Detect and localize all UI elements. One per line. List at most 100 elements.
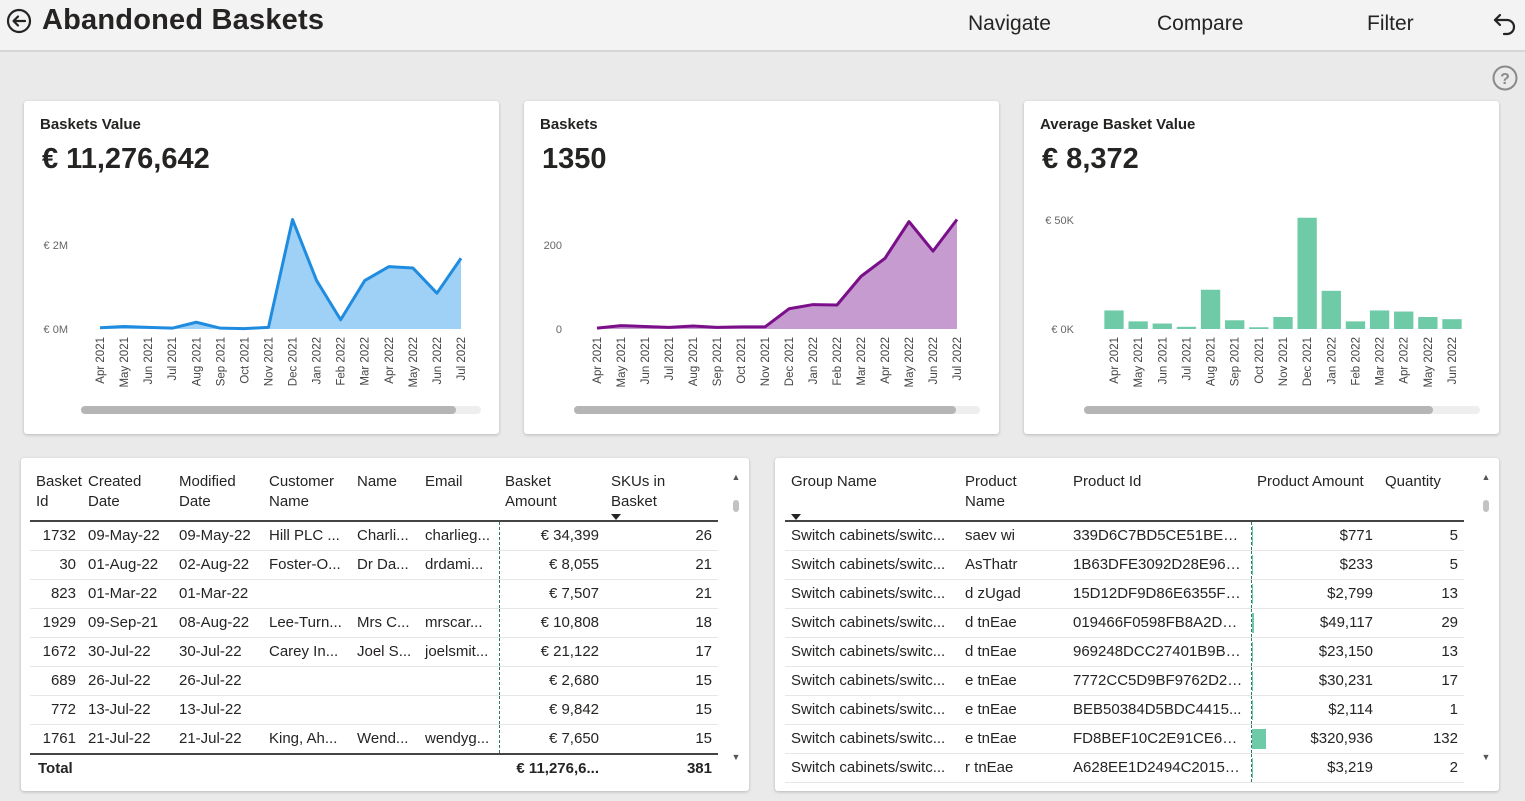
scroll-up-icon[interactable]: ▲ <box>1481 472 1491 482</box>
total-skus: 381 <box>605 753 718 783</box>
navigate-button[interactable]: Navigate <box>968 12 1051 35</box>
bar-0[interactable] <box>1104 310 1124 329</box>
kpi-label: Baskets Value <box>40 116 141 133</box>
table-row[interactable]: Switch cabinets/switc... d tnEae 019466F05… <box>785 608 1464 638</box>
x-tick-label: Sep 2021 <box>215 337 227 386</box>
table-row[interactable]: Switch cabinets/switc... r tnEae A628EE1D2… <box>785 753 1464 783</box>
table-row[interactable]: Switch cabinets/switc... e tnEae FD8BEF10C… <box>785 724 1464 754</box>
series-line[interactable] <box>99 218 463 331</box>
table-row[interactable]: 772 13-Jul-22 13-Jul-22 € 9,842 15 <box>30 695 718 725</box>
scrollbar-thumb[interactable] <box>1084 406 1433 414</box>
table-cell: 30 <box>30 550 82 580</box>
table-cell <box>173 753 263 783</box>
table-cell <box>351 695 419 725</box>
table-cell: 21 <box>605 579 718 609</box>
bar-14[interactable] <box>1442 319 1462 329</box>
table-cell: € 34,399 <box>498 521 605 551</box>
scrollbar-thumb[interactable] <box>81 406 456 414</box>
table-row[interactable]: 1732 09-May-22 09-May-22 Hill PLC ... Charli… <box>30 521 718 551</box>
vertical-scrollbar[interactable]: ▲ ▼ <box>731 472 741 767</box>
horizontal-scrollbar[interactable] <box>81 406 481 414</box>
bar-10[interactable] <box>1345 321 1366 329</box>
products-header-3[interactable]: Product Amount <box>1251 468 1379 522</box>
column-header-label: Group Name <box>791 473 877 490</box>
table-row[interactable]: 30 01-Aug-22 02-Aug-22 Foster-O... Dr Da... d… <box>30 550 718 580</box>
x-tick-label: May 2022 <box>904 337 916 388</box>
vertical-scrollbar[interactable]: ▲ ▼ <box>1481 472 1491 767</box>
baskets-header-2[interactable]: Modified Date <box>173 468 263 522</box>
scroll-down-icon[interactable]: ▼ <box>731 752 741 762</box>
table-row[interactable]: 823 01-Mar-22 01-Mar-22 € 7,507 21 <box>30 579 718 609</box>
column-header-label: Amount <box>505 493 557 510</box>
products-header-1[interactable]: Product Name <box>959 468 1067 522</box>
baskets-table: Basket Id Created Date Modified Date Customer N… <box>30 468 718 783</box>
svg-text:?: ? <box>1500 71 1510 88</box>
bar-12[interactable] <box>1394 311 1414 329</box>
products-header-2[interactable]: Product Id <box>1067 468 1251 522</box>
horizontal-scrollbar[interactable] <box>1084 406 1480 414</box>
bar-11[interactable] <box>1369 310 1390 329</box>
column-header-label <box>1257 492 1379 512</box>
series-line[interactable] <box>596 218 959 330</box>
table-cell: 17 <box>605 637 718 667</box>
filter-button[interactable]: Filter <box>1367 12 1414 35</box>
baskets-header-7[interactable]: SKUs in Basket <box>605 468 718 522</box>
table-row[interactable]: Switch cabinets/switc... e tnEae 7772CC5D9… <box>785 666 1464 696</box>
y-tick-label: € 0K <box>1051 324 1074 336</box>
column-header-label: Customer <box>269 473 335 490</box>
table-row[interactable]: Switch cabinets/switc... saev wi 339D6C7B… <box>785 521 1464 551</box>
baskets-header-4[interactable]: Name <box>351 468 419 522</box>
bar-7[interactable] <box>1273 317 1293 329</box>
table-cell: King, Ah... <box>263 724 351 755</box>
bar-3[interactable] <box>1176 326 1197 329</box>
table-row[interactable]: Switch cabinets/switc... d zUgad 15D12DF9D… <box>785 579 1464 609</box>
table-cell: Switch cabinets/switc... <box>785 608 959 638</box>
table-cell: 13-Jul-22 <box>173 695 263 725</box>
bar-5[interactable] <box>1225 320 1245 329</box>
baskets-header-6[interactable]: Basket Amount <box>499 468 605 522</box>
amount-data-bar <box>1252 700 1253 720</box>
horizontal-scrollbar[interactable] <box>574 406 980 414</box>
table-cell: Joel S... <box>351 637 419 667</box>
table-cell <box>351 579 419 609</box>
y-tick-label: 200 <box>544 240 562 252</box>
scrollbar-thumb[interactable] <box>574 406 956 414</box>
bar-4[interactable] <box>1200 289 1221 329</box>
table-cell: 13 <box>1379 637 1464 667</box>
baskets-header-1[interactable]: Created Date <box>82 468 173 522</box>
scrollbar-thumb[interactable] <box>1483 500 1489 512</box>
table-row[interactable]: 1929 09-Sep-21 08-Aug-22 Lee-Turn... Mrs C..… <box>30 608 718 638</box>
undo-icon[interactable] <box>1492 10 1518 36</box>
baskets-card: Baskets 1350 0 200 Apr 2021 May 2021 Jun 202… <box>524 101 999 434</box>
products-header-4[interactable]: Quantity <box>1379 468 1464 522</box>
table-row[interactable]: Switch cabinets/switc... e tnEae BEB50384D… <box>785 695 1464 725</box>
bar-6[interactable] <box>1249 327 1269 329</box>
scroll-up-icon[interactable]: ▲ <box>731 472 741 482</box>
compare-button[interactable]: Compare <box>1157 12 1244 35</box>
x-tick-label: Oct 2021 <box>1254 337 1266 384</box>
table-row[interactable]: 1672 30-Jul-22 30-Jul-22 Carey In... Joel S.… <box>30 637 718 667</box>
column-header-label: Date <box>179 493 211 510</box>
baskets-header-3[interactable]: Customer Name <box>263 468 351 522</box>
bar-1[interactable] <box>1128 321 1148 329</box>
bar-9[interactable] <box>1321 290 1341 329</box>
table-row[interactable]: Switch cabinets/switc... AsThatr 1B63DFE30… <box>785 550 1464 580</box>
baskets-header-0[interactable]: Basket Id <box>30 468 82 522</box>
table-row[interactable]: Switch cabinets/switc... d tnEae 969248DCC… <box>785 637 1464 667</box>
baskets-header-5[interactable]: Email <box>419 468 499 522</box>
table-row[interactable]: 1761 21-Jul-22 21-Jul-22 King, Ah... Wend...… <box>30 724 718 755</box>
table-cell: charlieg... <box>419 521 499 551</box>
back-arrow-icon[interactable] <box>6 8 32 34</box>
bar-2[interactable] <box>1152 323 1172 329</box>
column-header-label: Id <box>36 493 49 510</box>
table-cell: Mrs C... <box>351 608 419 638</box>
average-basket-value-card: Average Basket Value € 8,372 € 0K € 50K Ap… <box>1024 101 1499 434</box>
scroll-down-icon[interactable]: ▼ <box>1481 752 1491 762</box>
kpi-value: € 8,372 <box>1042 143 1139 175</box>
bar-13[interactable] <box>1418 317 1438 329</box>
scrollbar-thumb[interactable] <box>733 500 739 512</box>
products-header-0[interactable]: Group Name <box>785 468 959 522</box>
table-row[interactable]: 689 26-Jul-22 26-Jul-22 € 2,680 15 <box>30 666 718 696</box>
bar-8[interactable] <box>1297 217 1317 329</box>
help-icon[interactable]: ? <box>1491 64 1519 92</box>
